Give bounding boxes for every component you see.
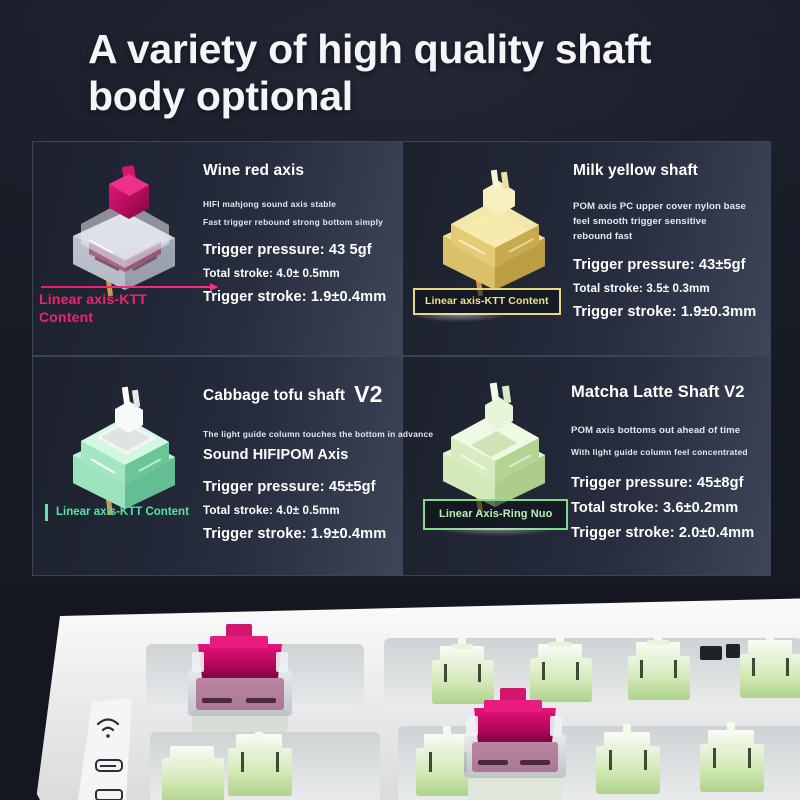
spec-total-stroke: Total stroke: 3.6±0.2mm [571,499,739,516]
highlighted-switch-wine-red-left [188,624,292,732]
switch-title: Matcha Latte Shaft V2 [571,383,745,401]
switch-text-wine-red: Wine red axis HIFI mahjong sound axis st… [203,162,453,305]
switch-description-line-1: The light guide column touches the botto… [203,429,434,439]
switch-version-badge: V2 [354,381,383,407]
switch-text-matcha-latte: Matcha Latte Shaft V2 POM axis bottoms o… [571,383,800,541]
spec-trigger-pressure: Trigger pressure: 43±5gf [573,256,746,273]
badge-linear-axis-ring-nuo: Linear Axis-Ring Nuo [423,499,569,536]
switch-description-line-2: With light guide column feel concentrate… [571,446,748,457]
switch-image-wine-red [49,162,201,312]
bluetooth-icon [95,789,123,800]
installed-switch-group-row1 [432,632,800,704]
badge-linear-axis-ktt-content: Linear axis-KTT Content [45,504,189,522]
spec-trigger-pressure: Trigger pressure: 45±8gf [571,474,744,491]
spec-trigger-stroke: Trigger stroke: 2.0±0.4mm [571,524,755,541]
spec-total-stroke: Total stroke: 4.0± 0.5mm [203,504,340,518]
badge-linear-axis-ktt-content: Linear axis-KTT Content [39,283,224,327]
switch-card-wine-red-axis[interactable]: Wine red axis HIFI mahjong sound axis st… [32,141,402,356]
badge-label-line-2: Content [39,308,94,325]
switch-description-line-1: HIFI mahjong sound axis stable [203,199,337,209]
switch-image-cabbage-tofu [49,381,201,531]
arrow-pointer-icon [41,283,218,291]
badge-label-line-1: Linear axis-KTT [39,291,148,307]
switch-image-matcha-latte [419,379,571,529]
badge-linear-axis-ktt-content: Linear axis-KTT Content [411,288,561,322]
keyboard-illustration [0,590,800,800]
switch-title: Milk yellow shaft [573,162,698,179]
switch-description-line-3: rebound fast [573,230,633,242]
switch-description-line-1: POM axis PC upper cover nylon base [573,201,746,212]
spec-trigger-stroke: Trigger stroke: 1.9±0.4mm [203,526,387,543]
keyboard-photo [0,590,800,800]
wifi-icon [96,718,120,726]
switch-title: Wine red axis [203,162,305,179]
battery-icon [95,759,123,772]
switch-title-text: Cabbage tofu shaft [203,387,346,404]
badge-label: Linear Axis-Ring Nuo [439,508,553,520]
page-title-line-2: body optional [88,73,353,120]
switch-text-cabbage-tofu: Cabbage tofu shaft V2 The light guide col… [203,381,453,542]
switch-description-line-2: feel smooth trigger sensitive [573,215,707,227]
highlighted-switch-wine-red-center [464,688,566,800]
badge-label: Linear axis-KTT Content [56,506,189,518]
switch-subtitle: Sound HIFIPOM Axis [203,447,349,464]
spec-trigger-pressure: Trigger pressure: 43 5gf [203,242,372,259]
spec-trigger-stroke: Trigger stroke: 1.9±0.3mm [573,303,757,320]
switch-description-line-2: Fast trigger rebound strong bottom simpl… [203,217,384,228]
spec-total-stroke: Total stroke: 4.0± 0.5mm [203,267,340,281]
spec-trigger-pressure: Trigger pressure: 45±5gf [203,479,376,496]
switch-description-line-1: POM axis bottoms out ahead of time [571,425,741,436]
cabbage-tofu-switch-icon [73,386,175,516]
switch-card-matcha-latte-shaft-v2[interactable]: Matcha Latte Shaft V2 POM axis bottoms o… [402,356,771,576]
spec-trigger-stroke: Trigger stroke: 1.9±0.4mm [203,289,387,306]
badge-label: Linear axis-KTT Content [425,295,549,307]
matcha-latte-switch-icon [443,382,545,514]
wine-red-switch-icon [73,165,175,297]
switch-text-milk-yellow: Milk yellow shaft POM axis PC upper cove… [573,162,800,320]
page-title: A variety of high quality shaft body opt… [88,26,748,120]
spec-total-stroke: Total stroke: 3.5± 0.3mm [573,281,710,295]
switch-card-cabbage-tofu-shaft[interactable]: Cabbage tofu shaft V2 The light guide col… [32,356,433,576]
switch-card-grid: Wine red axis HIFI mahjong sound axis st… [32,141,771,576]
switch-card-milk-yellow-shaft[interactable]: Milk yellow shaft POM axis PC upper cove… [402,141,771,356]
switch-image-milk-yellow [419,162,571,312]
switch-title: Cabbage tofu shaft V2 [203,381,453,408]
milk-yellow-switch-icon [443,169,545,297]
page-title-line-1: A variety of high quality shaft [88,26,652,72]
